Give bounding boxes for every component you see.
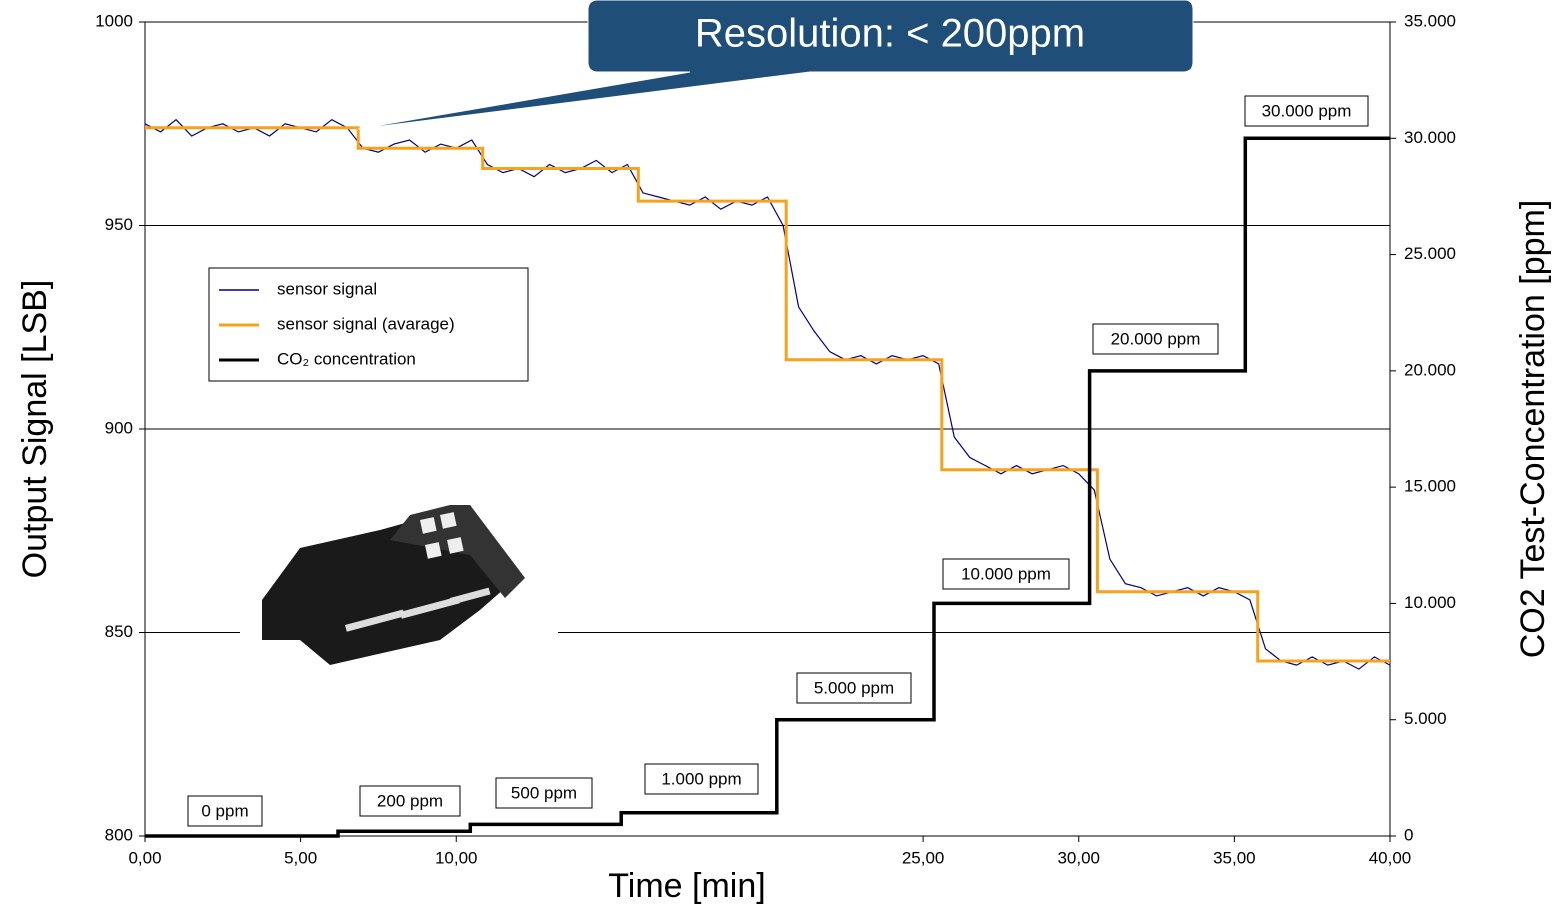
annotation-box — [1244, 95, 1369, 127]
x-tick-label: 25,00 — [902, 848, 945, 867]
x-tick-label: 5,00 — [284, 848, 317, 867]
callout-text: Resolution: < 200ppm — [695, 12, 1085, 56]
annotation-box — [796, 672, 912, 704]
y2-tick-label: 35.000 — [1404, 11, 1456, 30]
annotation-box — [1092, 323, 1219, 355]
x-tick-label: 0,00 — [128, 848, 161, 867]
y2-axis-title: CO2 Test-Concentration [ppm] — [1514, 200, 1552, 659]
x-tick-label: 35,00 — [1213, 848, 1256, 867]
sensor-window — [425, 542, 442, 559]
y-axis-title: Output Signal [LSB] — [16, 280, 54, 579]
y-tick-label: 1000 — [95, 11, 133, 30]
y2-tick-label: 30.000 — [1404, 128, 1456, 147]
sensor-window — [420, 517, 437, 534]
sensor-slot — [345, 609, 405, 632]
legend-label: CO₂ concentration — [277, 349, 416, 368]
data-line — [145, 136, 1390, 838]
annotation: 5.000 ppm — [814, 678, 894, 697]
y-tick-label: 800 — [105, 825, 133, 844]
annotation-box — [359, 785, 461, 817]
y2-tick-label: 0 — [1404, 825, 1413, 844]
annotation: 500 ppm — [511, 783, 577, 802]
annotation: 1.000 ppm — [661, 769, 741, 788]
annotation: 0 ppm — [201, 801, 248, 820]
data-line — [144, 118, 1391, 670]
annotation-box — [495, 777, 593, 809]
annotation-box — [644, 763, 759, 795]
annotation: 20.000 ppm — [1111, 329, 1201, 348]
annotation: 30.000 ppm — [1262, 101, 1352, 120]
annotation: 200 ppm — [377, 791, 443, 810]
sensor-window — [440, 512, 457, 529]
sensor-slot — [400, 596, 460, 619]
annotation-box — [187, 795, 263, 827]
y-tick-label: 950 — [105, 215, 133, 234]
legend-box — [208, 267, 529, 382]
annotation: 10.000 ppm — [961, 564, 1051, 583]
y2-tick-label: 20.000 — [1404, 360, 1456, 379]
data-line — [145, 126, 1390, 663]
x-tick-label: 40,00 — [1369, 848, 1412, 867]
y2-tick-label: 15.000 — [1404, 477, 1456, 496]
y2-tick-label: 25.000 — [1404, 244, 1456, 263]
y-tick-label: 850 — [105, 622, 133, 641]
x-tick-label: 30,00 — [1057, 848, 1100, 867]
annotation-box — [942, 558, 1070, 590]
x-tick-label: 10,00 — [435, 848, 478, 867]
legend-label: sensor signal — [277, 279, 377, 298]
y-tick-label: 900 — [105, 418, 133, 437]
y2-tick-label: 10.000 — [1404, 593, 1456, 612]
y2-tick-label: 5.000 — [1404, 709, 1447, 728]
x-axis-title: Time [min] — [608, 867, 765, 905]
legend-label: sensor signal (avarage) — [277, 314, 455, 333]
sensor-window — [447, 537, 464, 554]
sensor-image — [240, 488, 558, 672]
callout-shape — [357, 0, 1194, 130]
sensor-slot — [450, 587, 491, 605]
